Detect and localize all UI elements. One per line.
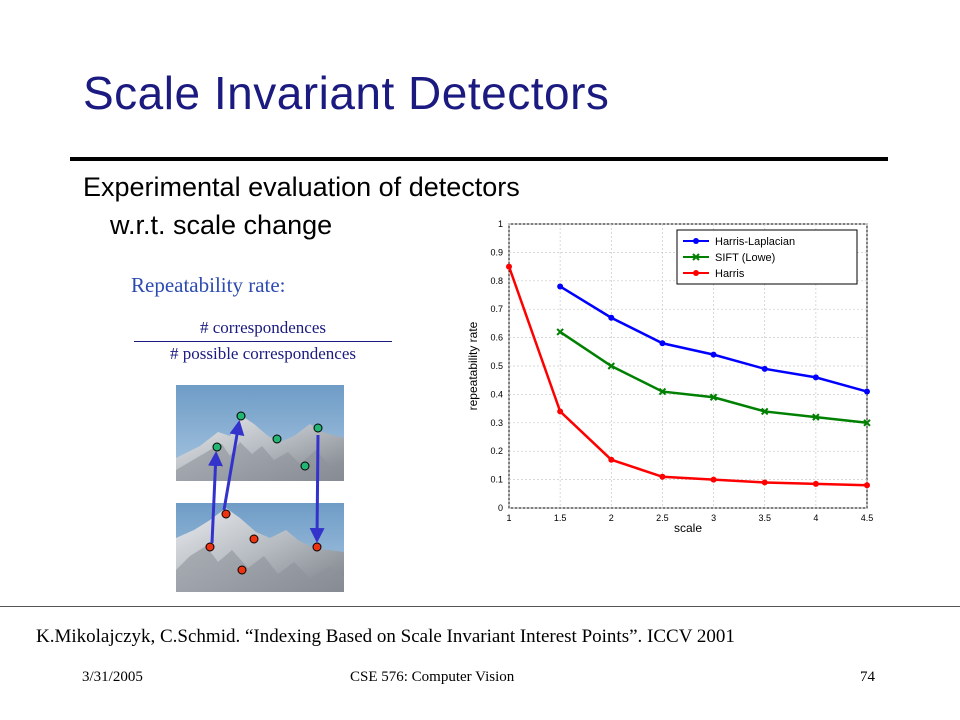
footer-course: CSE 576: Computer Vision <box>350 669 515 685</box>
data-point-harris-laplacian <box>659 340 666 347</box>
y-tick-label: 0.8 <box>490 276 503 286</box>
y-tick-label: 0.2 <box>490 446 503 456</box>
repeatability-label: Repeatability rate: <box>131 273 286 297</box>
y-tick-label: 0 <box>498 503 503 513</box>
footer-divider <box>0 606 960 607</box>
mountain-correspondence-figure <box>176 385 344 592</box>
chart-ticks: 1 1.5 2 2.5 3 3.5 4 4.5 0 0.1 0.2 0.3 0.4 0.5 0.6 0.7 0.… <box>490 219 873 523</box>
data-point-harris <box>608 456 615 463</box>
data-point-sift <box>556 328 564 336</box>
y-tick-label: 0.5 <box>490 361 503 371</box>
data-point-harris <box>864 482 870 489</box>
chart-series <box>506 263 871 489</box>
y-tick-label: 0.4 <box>490 389 503 399</box>
data-point-harris <box>659 473 666 480</box>
data-point-sift <box>812 413 820 421</box>
data-point-harris-laplacian <box>557 283 564 290</box>
data-point-sift <box>607 362 615 370</box>
top-point-1 <box>236 411 246 421</box>
mountain-photo-bottom <box>176 503 344 592</box>
x-axis-label: scale <box>674 521 702 535</box>
data-point-harris-laplacian <box>812 374 819 381</box>
fraction-numerator: # correspondences <box>134 318 392 342</box>
bottom-point-2 <box>205 542 215 552</box>
data-point-harris <box>557 408 564 415</box>
top-point-5 <box>300 461 310 471</box>
data-point-harris-laplacian <box>864 388 870 395</box>
data-point-sift <box>709 393 718 401</box>
legend-label-harris-laplacian: Harris-Laplacian <box>715 236 795 248</box>
data-point-sift <box>761 407 769 416</box>
x-tick-label: 4.5 <box>861 513 874 523</box>
x-tick-label: 1 <box>506 513 511 523</box>
legend-marker-harris <box>693 270 699 276</box>
top-point-2 <box>212 442 222 452</box>
series-line-harris <box>507 266 868 487</box>
footer-date: 3/31/2005 <box>82 669 143 685</box>
y-axis-label: repeatability rate <box>466 321 480 410</box>
bottom-point-4 <box>312 542 322 552</box>
y-tick-label: 1 <box>498 219 503 229</box>
bullet-line-2: w.r.t. scale change <box>110 210 333 240</box>
x-tick-label: 2 <box>609 513 614 523</box>
bullet-text: Experimental evaluation of detectors w.r… <box>83 168 520 244</box>
data-point-harris <box>761 479 768 486</box>
chart-legend: Harris-Laplacian SIFT (Lowe) Harris <box>676 229 858 285</box>
legend-label-harris: Harris <box>715 268 745 280</box>
correspondence-arrow-3 <box>309 434 325 543</box>
title-underline <box>70 157 888 161</box>
top-point-4 <box>313 423 323 433</box>
footer-page-number: 74 <box>860 669 875 685</box>
data-point-harris <box>710 476 717 483</box>
legend-marker-harris-laplacian <box>693 238 699 244</box>
y-tick-label: 0.9 <box>490 247 503 257</box>
x-tick-label: 1.5 <box>554 513 567 523</box>
bottom-point-5 <box>237 565 247 575</box>
data-point-harris-laplacian <box>710 351 717 358</box>
data-point-harris <box>812 480 819 487</box>
x-tick-label: 2.5 <box>656 513 669 523</box>
citation: K.Mikolajczyk, C.Schmid. “Indexing Based… <box>36 626 735 647</box>
repeatability-chart: 1 1.5 2 2.5 3 3.5 4 4.5 0 0.1 0.2 0.3 0.4 0.5 0.6 0.7 0.… <box>466 219 873 535</box>
data-point-sift <box>658 387 667 396</box>
y-tick-label: 0.3 <box>490 418 503 428</box>
top-point-3 <box>272 434 282 444</box>
data-point-harris-laplacian <box>608 314 615 321</box>
y-tick-label: 0.1 <box>490 475 503 485</box>
legend-marker-sift <box>692 253 700 261</box>
y-tick-label: 0.7 <box>490 304 503 314</box>
x-tick-label: 4 <box>813 513 818 523</box>
data-point-sift <box>863 419 871 427</box>
x-tick-label: 3.5 <box>758 513 771 523</box>
correspondence-arrow-1 <box>207 451 223 544</box>
y-tick-label: 0.6 <box>490 333 503 343</box>
bottom-point-1 <box>221 509 231 519</box>
slide-title: Scale Invariant Detectors <box>83 67 610 119</box>
repeatability-fraction: # correspondences # possible corresponde… <box>134 318 392 364</box>
legend-label-sift: SIFT (Lowe) <box>715 252 775 264</box>
data-point-harris-laplacian <box>761 365 768 372</box>
x-tick-label: 3 <box>711 513 716 523</box>
bottom-point-3 <box>249 534 259 544</box>
fraction-denominator: # possible correspondences <box>169 344 356 363</box>
data-point-harris <box>506 263 512 270</box>
bullet-line-1: Experimental evaluation of detectors <box>83 172 520 202</box>
correspondence-arrow-2 <box>222 420 245 511</box>
